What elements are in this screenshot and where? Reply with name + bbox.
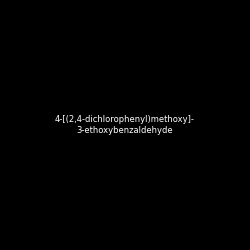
Text: 4-[(2,4-dichlorophenyl)methoxy]-
3-ethoxybenzaldehyde: 4-[(2,4-dichlorophenyl)methoxy]- 3-ethox… bbox=[55, 115, 195, 135]
